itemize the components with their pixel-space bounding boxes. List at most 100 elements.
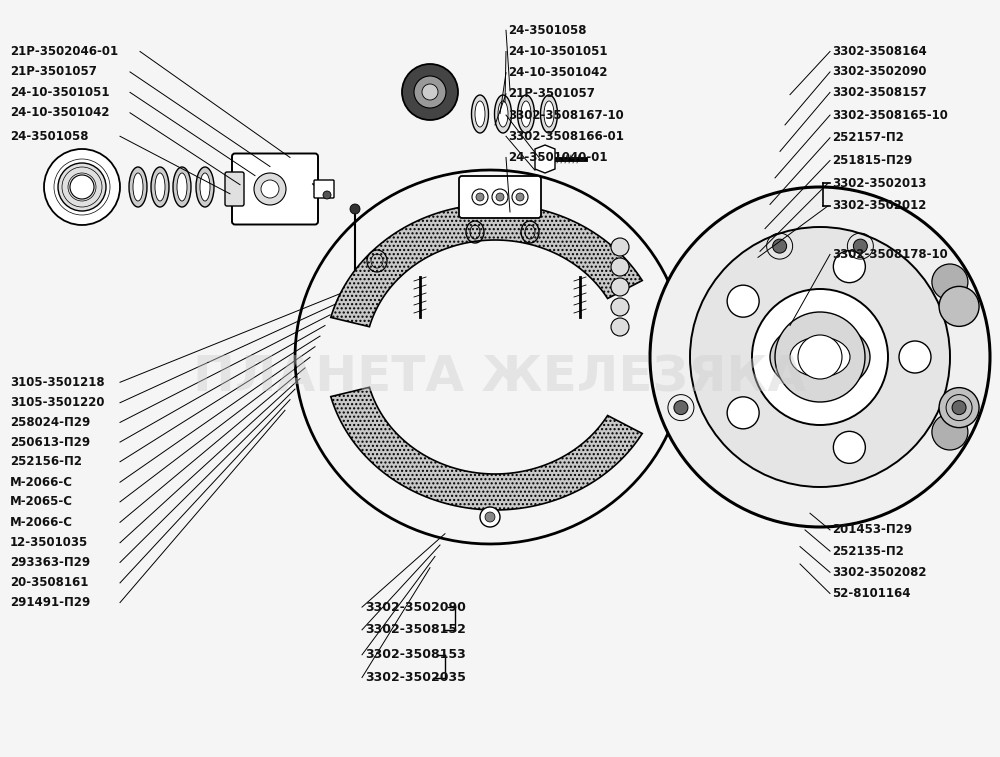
Circle shape: [939, 286, 979, 326]
Text: 3302-3508164: 3302-3508164: [832, 45, 927, 58]
Text: 3302-3502013: 3302-3502013: [832, 176, 926, 190]
Text: М-2066-С: М-2066-С: [10, 516, 73, 529]
Circle shape: [476, 193, 484, 201]
Text: 24-10-3501042: 24-10-3501042: [508, 66, 608, 79]
Text: 201453-П29: 201453-П29: [832, 523, 912, 537]
Text: 3302-3502082: 3302-3502082: [832, 565, 926, 579]
Text: 252135-П2: 252135-П2: [832, 544, 904, 558]
Circle shape: [727, 397, 759, 428]
Text: 3302-3502012: 3302-3502012: [832, 199, 926, 213]
Circle shape: [611, 238, 629, 256]
Text: 3302-3508166-01: 3302-3508166-01: [508, 129, 624, 143]
Text: 3302-3502090: 3302-3502090: [365, 600, 466, 614]
Ellipse shape: [540, 95, 558, 133]
Circle shape: [727, 285, 759, 317]
Text: 3302-3508165-10: 3302-3508165-10: [832, 108, 948, 122]
Circle shape: [402, 64, 458, 120]
Text: 24-10-3501051: 24-10-3501051: [508, 45, 608, 58]
Ellipse shape: [521, 101, 531, 127]
Ellipse shape: [155, 173, 165, 201]
Text: 3302-3508178-10: 3302-3508178-10: [832, 248, 948, 261]
Circle shape: [932, 264, 968, 300]
Text: М-2066-С: М-2066-С: [10, 475, 73, 489]
Circle shape: [775, 312, 865, 402]
Polygon shape: [331, 204, 642, 327]
Ellipse shape: [129, 167, 147, 207]
Text: 24-3501058: 24-3501058: [10, 129, 88, 143]
Circle shape: [611, 318, 629, 336]
Text: 3302-3508167-10: 3302-3508167-10: [508, 108, 624, 122]
Circle shape: [798, 335, 842, 379]
Circle shape: [899, 341, 931, 373]
Circle shape: [58, 163, 106, 211]
Text: 3105-3501220: 3105-3501220: [10, 396, 104, 410]
Circle shape: [485, 512, 495, 522]
Ellipse shape: [133, 173, 143, 201]
Text: 52-8101164: 52-8101164: [832, 587, 910, 600]
Circle shape: [70, 175, 94, 199]
Text: 21Р-3501057: 21Р-3501057: [10, 65, 97, 79]
Circle shape: [650, 187, 990, 527]
Circle shape: [939, 388, 979, 428]
Ellipse shape: [151, 167, 169, 207]
Text: 20-3508161: 20-3508161: [10, 576, 88, 590]
Circle shape: [773, 239, 787, 253]
Text: 24-10-3501051: 24-10-3501051: [10, 86, 110, 99]
Circle shape: [833, 251, 865, 282]
Text: 3105-3501218: 3105-3501218: [10, 375, 105, 389]
Ellipse shape: [494, 95, 512, 133]
Circle shape: [516, 193, 524, 201]
Text: М-2065-С: М-2065-С: [10, 495, 73, 509]
Circle shape: [611, 258, 629, 276]
Circle shape: [833, 431, 865, 463]
Circle shape: [853, 239, 867, 253]
Text: 21Р-3501057: 21Р-3501057: [508, 87, 595, 101]
Circle shape: [952, 400, 966, 415]
Text: 291491-П29: 291491-П29: [10, 596, 90, 609]
Circle shape: [674, 400, 688, 415]
Ellipse shape: [544, 101, 554, 127]
Polygon shape: [331, 388, 642, 510]
Text: 3302-3508157: 3302-3508157: [832, 86, 927, 99]
Polygon shape: [535, 145, 555, 173]
Ellipse shape: [518, 95, 534, 133]
Ellipse shape: [177, 173, 187, 201]
Text: 24-3501058: 24-3501058: [508, 23, 586, 37]
Ellipse shape: [196, 167, 214, 207]
Ellipse shape: [498, 101, 508, 127]
Circle shape: [254, 173, 286, 205]
Circle shape: [932, 414, 968, 450]
Circle shape: [611, 278, 629, 296]
Text: 293363-П29: 293363-П29: [10, 556, 90, 569]
Text: ПЛАНЕТА ЖЕЛЕЗЯКА: ПЛАНЕТА ЖЕЛЕЗЯКА: [193, 353, 807, 401]
Text: 251815-П29: 251815-П29: [832, 154, 912, 167]
Circle shape: [414, 76, 446, 108]
FancyBboxPatch shape: [232, 154, 318, 225]
Text: 3302-3502090: 3302-3502090: [832, 65, 926, 79]
FancyBboxPatch shape: [459, 176, 541, 218]
Ellipse shape: [770, 322, 870, 392]
Ellipse shape: [472, 95, 488, 133]
Text: 3302-3508152: 3302-3508152: [365, 623, 466, 637]
Ellipse shape: [200, 173, 210, 201]
Text: 252156-П2: 252156-П2: [10, 455, 82, 469]
Circle shape: [496, 193, 504, 201]
Text: 3302-3508153: 3302-3508153: [365, 648, 466, 662]
FancyBboxPatch shape: [314, 180, 334, 198]
Circle shape: [261, 180, 279, 198]
Circle shape: [690, 227, 950, 487]
Circle shape: [323, 191, 331, 199]
Ellipse shape: [475, 101, 485, 127]
Text: 3302-3502035: 3302-3502035: [365, 671, 466, 684]
Text: 24-3501040-01: 24-3501040-01: [508, 151, 608, 164]
Circle shape: [752, 289, 888, 425]
FancyBboxPatch shape: [225, 172, 244, 206]
Text: 258024-П29: 258024-П29: [10, 416, 90, 429]
Circle shape: [422, 84, 438, 100]
Circle shape: [350, 204, 360, 214]
Text: 21Р-3502046-01: 21Р-3502046-01: [10, 45, 118, 58]
Circle shape: [480, 507, 500, 527]
Circle shape: [611, 298, 629, 316]
Text: 12-3501035: 12-3501035: [10, 536, 88, 550]
Ellipse shape: [790, 337, 850, 377]
